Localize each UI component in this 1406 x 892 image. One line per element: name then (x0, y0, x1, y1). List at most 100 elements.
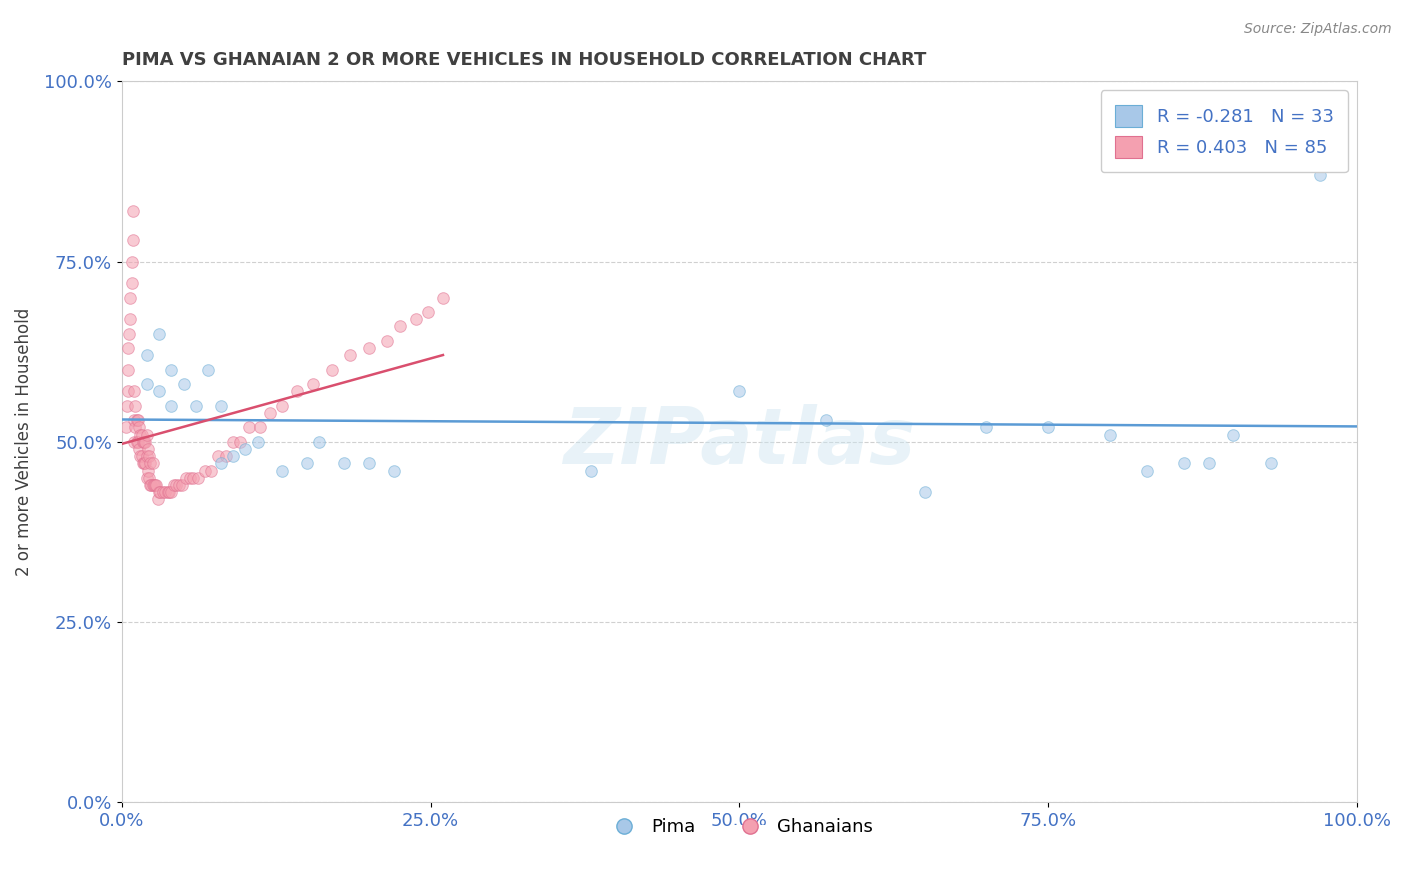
Legend: Pima, Ghanaians: Pima, Ghanaians (599, 811, 880, 844)
Point (118, 326, 141, 341)
Point (122, 413, 145, 427)
Point (139, 457, 162, 471)
Point (127, 413, 149, 427)
Point (197, 362, 219, 376)
Point (184, 399, 207, 413)
Point (271, 399, 294, 413)
Point (121, 276, 143, 290)
Point (187, 471, 209, 485)
Point (148, 384, 170, 399)
Point (418, 305, 440, 319)
Point (728, 384, 751, 399)
Point (115, 399, 138, 413)
Text: PIMA VS GHANAIAN 2 OR MORE VEHICLES IN HOUSEHOLD CORRELATION CHART: PIMA VS GHANAIAN 2 OR MORE VEHICLES IN H… (122, 51, 927, 69)
Point (139, 478, 162, 492)
Point (153, 485, 176, 500)
Point (157, 485, 180, 500)
Point (146, 492, 169, 507)
Point (1309, 168, 1331, 182)
Point (114, 420, 136, 434)
Point (156, 485, 179, 500)
Point (138, 471, 160, 485)
Point (1222, 427, 1244, 442)
Point (1198, 457, 1220, 471)
Point (120, 291, 142, 305)
Point (136, 442, 159, 456)
Point (249, 420, 271, 434)
Point (432, 291, 454, 305)
Point (339, 348, 361, 362)
Point (124, 420, 146, 434)
Point (357, 341, 380, 355)
Point (382, 464, 405, 478)
Point (127, 434, 149, 449)
Point (134, 434, 156, 449)
Point (135, 348, 157, 362)
Point (173, 377, 195, 392)
Point (1098, 427, 1121, 442)
Point (124, 399, 146, 413)
Point (125, 413, 148, 427)
Point (160, 399, 183, 413)
Point (120, 312, 142, 326)
Point (129, 427, 152, 442)
Point (129, 449, 152, 463)
Point (132, 434, 155, 449)
Point (163, 478, 186, 492)
Point (271, 464, 294, 478)
Point (131, 427, 153, 442)
Point (1136, 464, 1159, 478)
Y-axis label: 2 or more Vehicles in Household: 2 or more Vehicles in Household (15, 308, 32, 576)
Point (128, 442, 150, 456)
Point (132, 457, 155, 471)
Text: Source: ZipAtlas.com: Source: ZipAtlas.com (1244, 22, 1392, 37)
Point (145, 478, 167, 492)
Point (148, 326, 170, 341)
Point (122, 384, 145, 399)
Point (209, 399, 232, 413)
Point (357, 457, 380, 471)
Point (132, 434, 155, 449)
Point (209, 457, 232, 471)
Point (141, 478, 163, 492)
Point (285, 384, 308, 399)
Point (142, 457, 165, 471)
Point (117, 341, 139, 355)
Point (194, 464, 217, 478)
Point (142, 478, 165, 492)
Point (222, 449, 245, 463)
Point (174, 471, 197, 485)
Point (135, 377, 157, 392)
Point (259, 406, 281, 420)
Point (132, 457, 155, 471)
Point (135, 427, 157, 442)
Point (121, 254, 143, 268)
Point (172, 478, 194, 492)
Point (143, 478, 166, 492)
Point (814, 413, 837, 427)
Point (302, 377, 325, 392)
Point (160, 362, 183, 376)
Point (134, 457, 156, 471)
Point (149, 485, 172, 500)
Point (148, 485, 170, 500)
Point (122, 434, 145, 449)
Point (122, 204, 145, 219)
Point (179, 471, 201, 485)
Point (229, 434, 252, 449)
Point (207, 449, 229, 463)
Point (152, 485, 174, 500)
Point (135, 471, 157, 485)
Point (308, 434, 330, 449)
Point (135, 449, 157, 463)
Point (128, 420, 150, 434)
Point (405, 312, 427, 326)
Point (117, 384, 139, 399)
Point (136, 464, 159, 478)
Point (122, 233, 145, 247)
Point (214, 449, 236, 463)
Point (142, 478, 165, 492)
Point (138, 449, 160, 463)
Point (183, 471, 205, 485)
Point (200, 464, 222, 478)
